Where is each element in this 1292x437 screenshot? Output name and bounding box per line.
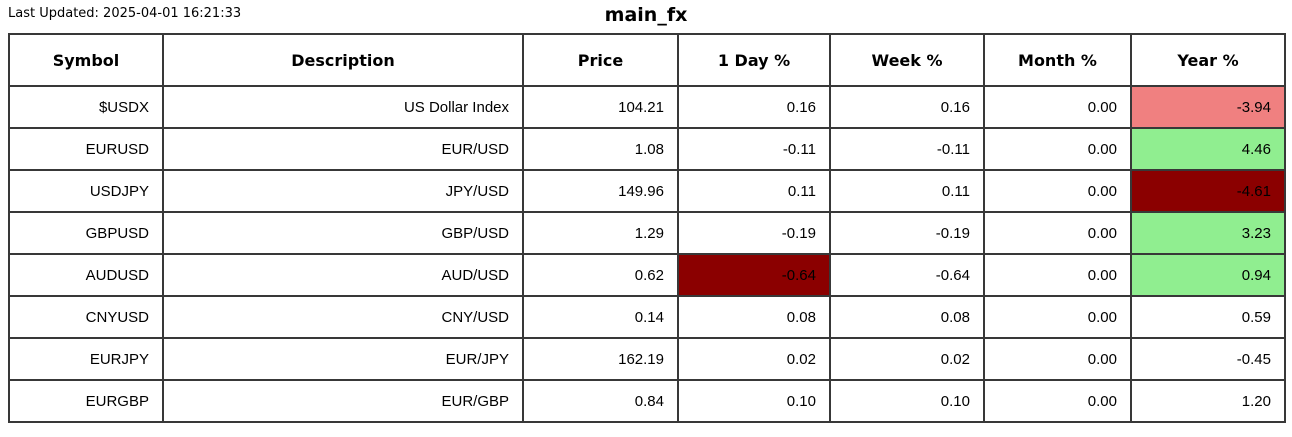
cell-week-pct: 0.10 [829,379,985,423]
table-row-eurjpy: EURJPY EUR/JPY 162.19 0.02 0.02 0.00 -0.45 [8,337,1286,381]
column-header-week-pct: Week % [829,33,985,87]
cell-day-pct: 0.02 [677,337,831,381]
column-header-price: Price [522,33,679,87]
cell-description: CNY/USD [162,295,524,339]
cell-year-pct: -0.45 [1130,337,1286,381]
cell-description: JPY/USD [162,169,524,213]
cell-week-pct: -0.11 [829,127,985,171]
cell-symbol: GBPUSD [8,211,164,255]
fx-table-body: $USDX US Dollar Index 104.21 0.16 0.16 0.00 -3… [8,85,1286,423]
cell-day-pct: 0.10 [677,379,831,423]
column-header-month-pct: Month % [983,33,1132,87]
table-row-cnyusd: CNYUSD CNY/USD 0.14 0.08 0.08 0.00 0.59 [8,295,1286,339]
cell-symbol: USDJPY [8,169,164,213]
cell-price: 1.08 [522,127,679,171]
cell-description: EUR/GBP [162,379,524,423]
table-row-gbpusd: GBPUSD GBP/USD 1.29 -0.19 -0.19 0.00 3.23 [8,211,1286,255]
cell-day-pct: -0.11 [677,127,831,171]
cell-description: EUR/USD [162,127,524,171]
cell-month-pct: 0.00 [983,295,1132,339]
cell-description: US Dollar Index [162,85,524,129]
cell-description: GBP/USD [162,211,524,255]
table-row-usdx: $USDX US Dollar Index 104.21 0.16 0.16 0.00 -3… [8,85,1286,129]
cell-price: 0.84 [522,379,679,423]
cell-description: EUR/JPY [162,337,524,381]
cell-price: 0.14 [522,295,679,339]
header-row: Symbol Description Price 1 Day % Week % Month… [8,33,1286,87]
cell-year-pct: 4.46 [1130,127,1286,171]
cell-week-pct: -0.64 [829,253,985,297]
page-title: main_fx [604,4,688,26]
cell-month-pct: 0.00 [983,253,1132,297]
column-header-description: Description [162,33,524,87]
column-header-symbol: Symbol [8,33,164,87]
cell-day-pct: -0.19 [677,211,831,255]
cell-symbol: EURJPY [8,337,164,381]
cell-symbol: EURGBP [8,379,164,423]
cell-price: 149.96 [522,169,679,213]
cell-month-pct: 0.00 [983,169,1132,213]
cell-price: 1.29 [522,211,679,255]
cell-month-pct: 0.00 [983,211,1132,255]
cell-month-pct: 0.00 [983,85,1132,129]
cell-year-pct: -4.61 [1130,169,1286,213]
cell-day-pct: 0.16 [677,85,831,129]
table-row-eurgbp: EURGBP EUR/GBP 0.84 0.10 0.10 0.00 1.20 [8,379,1286,423]
cell-year-pct: 1.20 [1130,379,1286,423]
cell-symbol: AUDUSD [8,253,164,297]
cell-symbol: EURUSD [8,127,164,171]
cell-week-pct: 0.16 [829,85,985,129]
cell-month-pct: 0.00 [983,127,1132,171]
cell-day-pct: 0.11 [677,169,831,213]
cell-symbol: CNYUSD [8,295,164,339]
cell-month-pct: 0.00 [983,379,1132,423]
cell-description: AUD/USD [162,253,524,297]
last-updated-label: Last Updated: 2025-04-01 16:21:33 [8,6,242,21]
column-header-year-pct: Year % [1130,33,1286,87]
cell-day-pct: -0.64 [677,253,831,297]
fx-rates-table: Symbol Description Price 1 Day % Week % Month… [8,33,1286,423]
cell-year-pct: 0.94 [1130,253,1286,297]
cell-price: 162.19 [522,337,679,381]
cell-week-pct: -0.19 [829,211,985,255]
table-row-audusd: AUDUSD AUD/USD 0.62 -0.64 -0.64 0.00 0.94 [8,253,1286,297]
cell-year-pct: 3.23 [1130,211,1286,255]
cell-price: 0.62 [522,253,679,297]
cell-price: 104.21 [522,85,679,129]
cell-year-pct: 0.59 [1130,295,1286,339]
column-header-day-pct: 1 Day % [677,33,831,87]
cell-week-pct: 0.08 [829,295,985,339]
cell-symbol: $USDX [8,85,164,129]
cell-day-pct: 0.08 [677,295,831,339]
cell-year-pct: -3.94 [1130,85,1286,129]
cell-week-pct: 0.02 [829,337,985,381]
cell-week-pct: 0.11 [829,169,985,213]
fx-table-header: Symbol Description Price 1 Day % Week % Month… [8,33,1286,87]
cell-month-pct: 0.00 [983,337,1132,381]
table-row-eurusd: EURUSD EUR/USD 1.08 -0.11 -0.11 0.00 4.46 [8,127,1286,171]
table-row-usdjpy: USDJPY JPY/USD 149.96 0.11 0.11 0.00 -4.61 [8,169,1286,213]
